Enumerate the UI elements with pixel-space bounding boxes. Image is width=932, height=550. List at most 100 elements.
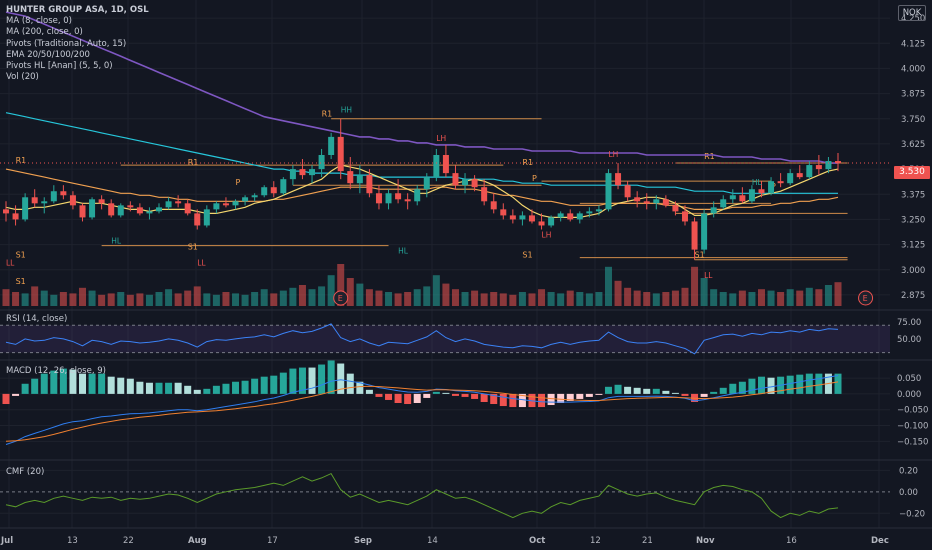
macd-histogram-bar	[270, 375, 278, 394]
candle-body	[60, 191, 67, 196]
currency-badge[interactable]: NOK	[898, 5, 926, 21]
macd-pane-title[interactable]: MACD (12, 26, close, 9)	[6, 366, 106, 376]
candle-body	[567, 213, 574, 220]
candle-body	[758, 189, 765, 194]
candle-body	[12, 213, 19, 220]
volume-bar	[126, 294, 134, 306]
volume-bar	[12, 292, 20, 306]
volume-bar	[21, 293, 29, 306]
candle-body	[79, 205, 86, 218]
indicator-ema[interactable]: EMA 20/50/100/200	[6, 49, 90, 60]
macd-tick-label: 0.000	[897, 390, 921, 400]
candle-body	[423, 177, 430, 190]
macd-histogram-bar	[98, 373, 106, 394]
volume-bar	[365, 289, 373, 306]
macd-histogram-bar	[184, 385, 192, 394]
volume-bar	[671, 290, 679, 306]
candle-body	[108, 203, 115, 216]
pivot-label: S1	[522, 251, 532, 260]
macd-histogram-bar	[614, 384, 622, 394]
series-line-3	[5, 164, 839, 218]
macd-histogram-bar	[404, 393, 412, 405]
candle-body	[22, 197, 29, 220]
price-label: 3.530	[894, 166, 930, 179]
macd-histogram-bar	[796, 374, 804, 394]
symbol-title[interactable]: HUNTER GROUP ASA, 1D, OSL	[6, 5, 149, 15]
x-tick-label: Nov	[696, 536, 715, 546]
candle-body	[194, 213, 201, 226]
macd-histogram-bar	[289, 368, 297, 394]
volume-bar	[442, 283, 450, 306]
candle-body	[156, 207, 163, 212]
price-tick-label: 4.000	[901, 64, 925, 74]
volume-bar	[777, 292, 785, 306]
volume-bar	[624, 287, 632, 306]
indicator-volume[interactable]: Vol (20)	[6, 72, 39, 83]
volume-bar	[757, 289, 765, 306]
pivot-label: P	[532, 174, 537, 183]
candle-body	[251, 195, 258, 198]
macd-signal-line	[5, 381, 839, 442]
candle-body	[213, 203, 220, 210]
candle-body	[653, 199, 660, 204]
cmf-tick-label: 0.20	[899, 466, 918, 476]
macd-histogram-bar	[308, 367, 316, 394]
indicator-pivots-hl[interactable]: Pivots HL [Anan] (5, 5, 0)	[6, 61, 113, 72]
volume-bar	[298, 285, 306, 306]
pivot-label: R1	[16, 156, 27, 165]
macd-histogram-bar	[461, 393, 469, 397]
volume-bar	[681, 287, 689, 306]
volume-bar	[308, 289, 316, 306]
candle-body	[433, 155, 440, 178]
rsi-pane-title[interactable]: RSI (14, close)	[6, 314, 68, 324]
macd-histogram-bar	[490, 393, 498, 405]
rsi-line	[5, 323, 839, 355]
indicator-ma200[interactable]: MA (200, close, 0)	[6, 27, 83, 38]
macd-histogram-bar	[88, 373, 96, 394]
volume-bar	[805, 287, 813, 306]
macd-histogram-bar	[155, 382, 163, 394]
indicator-pivots[interactable]: Pivots (Traditional, Auto, 15)	[6, 38, 127, 49]
volume-bar	[98, 294, 106, 306]
hl-label: LH	[436, 134, 446, 143]
cmf-line	[5, 472, 839, 519]
macd-histogram-bar	[279, 372, 287, 394]
price-tick-label: 3.000	[901, 266, 925, 276]
cmf-pane-title[interactable]: CMF (20)	[6, 467, 45, 477]
candle-body	[31, 197, 38, 204]
candle-body	[796, 173, 803, 178]
macd-histogram-bar	[643, 388, 651, 394]
indicator-ma8[interactable]: MA (8, close, 0)	[6, 16, 72, 27]
candle-body	[50, 191, 57, 202]
x-tick-label: 16	[786, 536, 797, 546]
volume-bar	[50, 294, 58, 306]
macd-histogram-bar	[212, 385, 220, 394]
volume-bar	[107, 293, 115, 306]
volume-bar	[394, 293, 402, 306]
candle-body	[232, 201, 239, 206]
cmf-tick-label: 0.00	[899, 488, 918, 498]
x-tick-label: 14	[427, 536, 438, 546]
candle-body	[835, 161, 841, 164]
volume-bar	[691, 266, 699, 306]
candle-body	[787, 173, 794, 184]
candle-body	[270, 187, 277, 194]
macd-histogram-bar	[136, 381, 144, 394]
volume-bar	[385, 292, 393, 306]
macd-histogram-bar	[165, 382, 173, 394]
macd-histogram-bar	[738, 381, 746, 394]
volume-bar	[786, 289, 794, 306]
volume-bar	[767, 290, 775, 306]
candle-body	[3, 209, 9, 214]
volume-bar	[471, 290, 479, 306]
volume-bar	[79, 287, 87, 306]
cmf-tick-label: −0.20	[899, 509, 925, 519]
macd-histogram-bar	[327, 360, 335, 394]
volume-bar	[480, 293, 488, 306]
x-tick-label: 13	[67, 536, 78, 546]
volume-bar	[710, 289, 718, 306]
volume-bar	[356, 283, 364, 306]
volume-bar	[451, 289, 459, 306]
